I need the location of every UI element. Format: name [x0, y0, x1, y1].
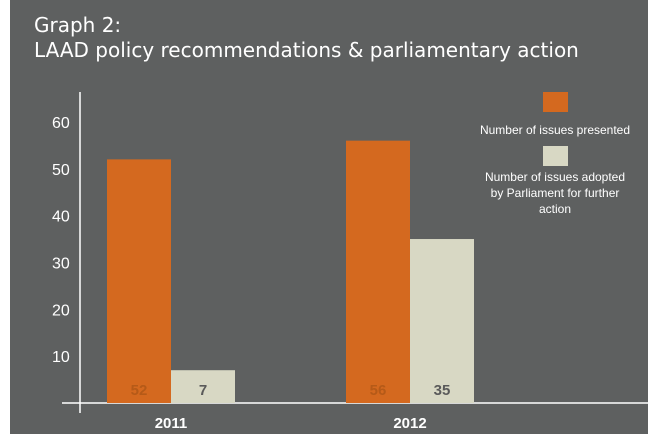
- legend-label-series-2-line-3: action: [539, 202, 571, 216]
- bar-2011-series-2: [171, 370, 235, 403]
- y-tick-label-50: 50: [52, 162, 70, 179]
- bar-value-label-2012-series-1: 56: [370, 382, 387, 399]
- x-tick-label-2012: 2012: [393, 415, 426, 432]
- y-tick-label-40: 40: [52, 209, 70, 226]
- bar-2012-series-2: [410, 239, 474, 403]
- bar-2011-series-1: [107, 159, 171, 403]
- bar-value-label-2011-series-1: 52: [131, 382, 148, 399]
- chart-title-line2: LAAD policy recommendations & parliament…: [34, 38, 579, 62]
- bar-value-label-2011-series-2: 7: [199, 382, 207, 399]
- y-tick-label-10: 10: [52, 349, 70, 366]
- chart-title-line1: Graph 2:: [34, 13, 122, 37]
- legend-label-series-1-line-1: Number of issues presented: [480, 123, 630, 137]
- x-tick-label-2011: 2011: [155, 415, 188, 432]
- bar-value-label-2012-series-2: 35: [434, 382, 451, 399]
- y-tick-label-20: 20: [52, 302, 70, 319]
- legend-swatch-series-2: [543, 146, 568, 166]
- bar-2012-series-1: [346, 140, 410, 403]
- legend-swatch-series-1: [543, 92, 568, 112]
- legend-label-series-2-line-2: by Parliament for further: [491, 186, 620, 200]
- legend-label-series-2-line-1: Number of issues adopted: [485, 170, 625, 184]
- y-tick-label-30: 30: [52, 255, 70, 272]
- y-tick-label-60: 60: [52, 115, 70, 132]
